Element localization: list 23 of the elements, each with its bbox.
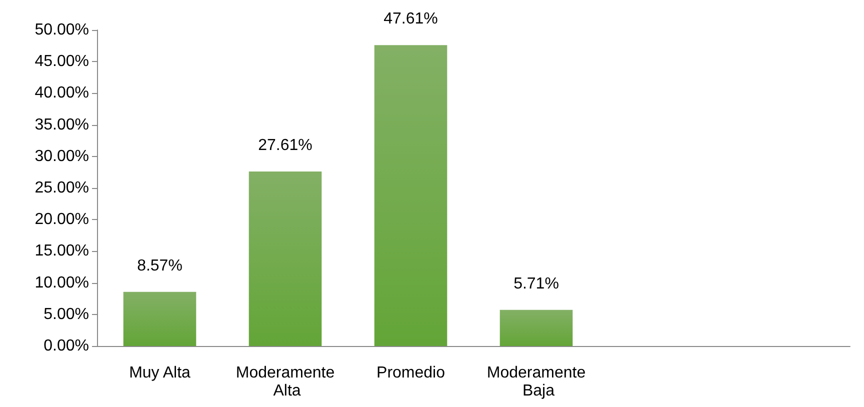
data-label: 47.61% xyxy=(384,10,438,28)
y-tick-label: 40.00% xyxy=(34,84,89,102)
data-label: 8.57% xyxy=(137,257,182,274)
y-tick-label: 0.00% xyxy=(44,338,89,354)
y-tick-label: 25.00% xyxy=(34,180,89,196)
x-tick-label: Promedio xyxy=(376,364,446,382)
data-label: 27.61% xyxy=(258,137,312,154)
y-tick-label: 20.00% xyxy=(34,211,89,228)
bar xyxy=(374,45,448,346)
x-tick-label: Muy Alta xyxy=(129,364,191,382)
x-tick-label: Moderamente Alta xyxy=(236,364,335,400)
y-tick-label: 35.00% xyxy=(34,116,89,134)
x-tick-label: Moderamente Baja xyxy=(486,364,586,400)
y-tick-label: 30.00% xyxy=(34,148,89,165)
y-tick-label: 10.00% xyxy=(34,274,89,292)
y-tick-label: 5.00% xyxy=(44,306,89,323)
y-tick-label: 50.00% xyxy=(34,22,89,38)
data-label: 5.71% xyxy=(514,275,559,292)
bar xyxy=(248,172,322,346)
bar xyxy=(123,292,196,346)
y-tick-label: 45.00% xyxy=(34,53,89,70)
bar xyxy=(500,310,573,346)
y-tick-label: 15.00% xyxy=(34,242,89,260)
